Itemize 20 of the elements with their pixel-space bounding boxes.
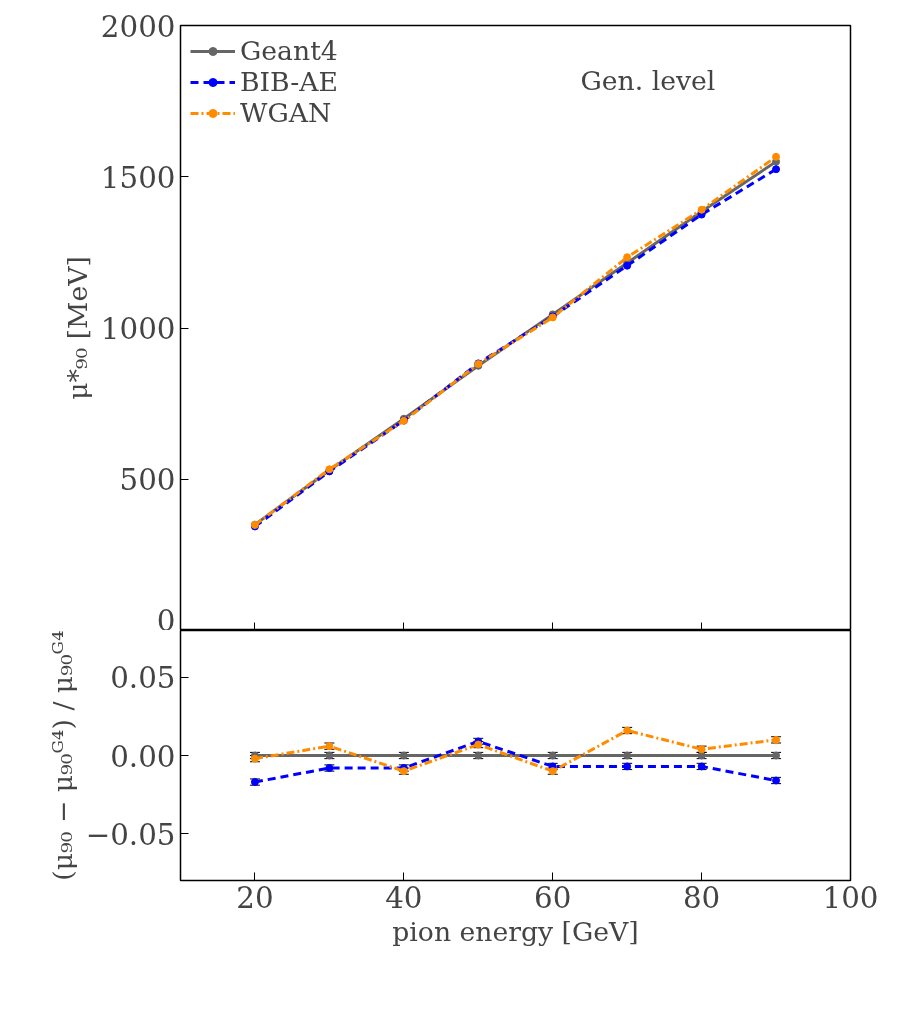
legend-label: WGAN: [240, 97, 332, 128]
x-tick-label: 80: [682, 880, 721, 915]
y-axis-title: μ*₉₀ [MeV]: [61, 256, 93, 400]
legend-label: Geant4: [240, 35, 338, 66]
y-tick-label: 1500: [100, 160, 176, 195]
x-tick-label: 20: [236, 880, 274, 915]
x-tick-label: 100: [822, 880, 879, 915]
y-axis-title: (μ₉₀ − μ₉₀ᴳ⁴) / μ₉₀ᴳ⁴: [46, 630, 78, 881]
y-tick-label: 500: [119, 463, 176, 498]
y-tick-label: 0: [156, 603, 176, 638]
y-tick-label: 2000: [100, 9, 176, 44]
x-tick-label: 60: [534, 880, 572, 915]
x-tick-label: 40: [385, 880, 423, 915]
y-tick-label: 0.00: [110, 739, 176, 774]
annotation: Gen. level: [580, 64, 716, 96]
y-tick-label: 1000: [100, 312, 176, 346]
y-tick-label: 0.05: [110, 661, 176, 696]
x-axis-title: pion energy [GeV]: [392, 915, 639, 947]
y-tick-label: −0.05: [85, 817, 176, 852]
legend-label: BIB-AE: [240, 66, 338, 97]
